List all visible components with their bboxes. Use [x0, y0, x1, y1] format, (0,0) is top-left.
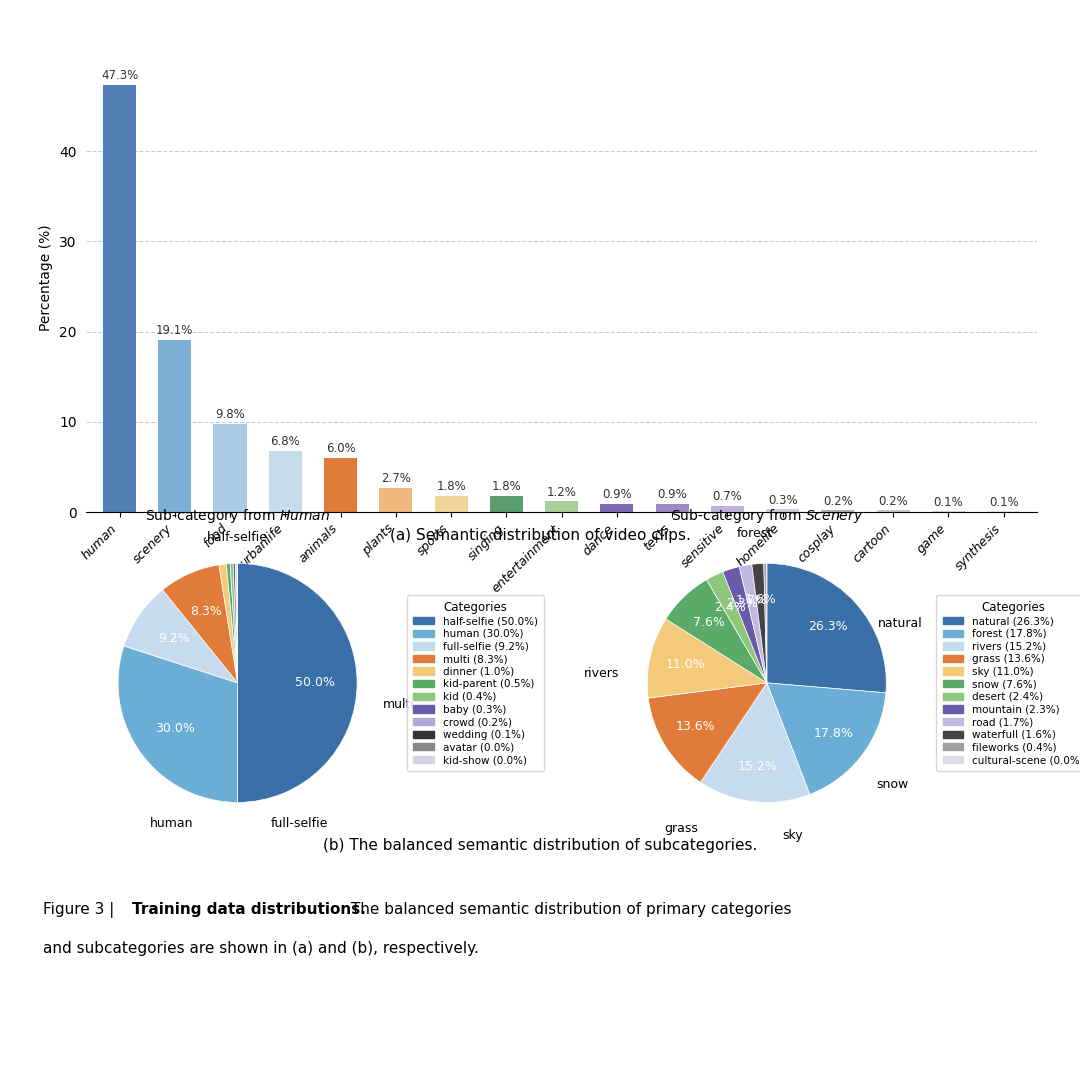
- Legend: half-selfie (50.0%), human (30.0%), full-selfie (9.2%), multi (8.3%), dinner (1.: half-selfie (50.0%), human (30.0%), full…: [407, 594, 544, 771]
- Text: 8.3%: 8.3%: [190, 605, 222, 619]
- Title: Sub-category from $\it{Human}$: Sub-category from $\it{Human}$: [145, 507, 330, 525]
- Bar: [711, 506, 744, 512]
- Text: 0.7%: 0.7%: [713, 490, 742, 504]
- Text: 15.2%: 15.2%: [738, 760, 778, 773]
- Wedge shape: [648, 683, 767, 782]
- Text: 7.6%: 7.6%: [692, 616, 725, 630]
- Text: 1.7%: 1.7%: [735, 594, 768, 607]
- Text: 0.2%: 0.2%: [878, 495, 908, 508]
- Bar: [214, 424, 246, 512]
- Wedge shape: [163, 564, 238, 683]
- Bar: [877, 510, 909, 512]
- Text: 47.3%: 47.3%: [100, 69, 138, 82]
- Text: natural: natural: [878, 617, 923, 630]
- Bar: [821, 510, 854, 512]
- Text: 1.8%: 1.8%: [491, 480, 522, 493]
- Text: 13.6%: 13.6%: [676, 720, 716, 733]
- Wedge shape: [238, 563, 357, 802]
- Text: 1.8%: 1.8%: [436, 480, 465, 493]
- Text: 6.8%: 6.8%: [270, 435, 300, 448]
- Wedge shape: [764, 563, 767, 683]
- Text: human: human: [150, 817, 193, 830]
- Text: Training data distributions.: Training data distributions.: [132, 902, 366, 917]
- Text: The balanced semantic distribution of primary categories: The balanced semantic distribution of pr…: [346, 902, 791, 917]
- Text: (a) Semantic distribution of video clips.: (a) Semantic distribution of video clips…: [390, 528, 690, 543]
- Text: 1.6%: 1.6%: [744, 593, 777, 606]
- Wedge shape: [752, 563, 767, 683]
- Text: 2.4%: 2.4%: [714, 601, 746, 615]
- Bar: [103, 85, 136, 512]
- Bar: [379, 488, 413, 512]
- Bar: [656, 504, 689, 512]
- Text: 2.7%: 2.7%: [381, 472, 410, 485]
- Text: 0.2%: 0.2%: [823, 495, 853, 508]
- Text: Figure 3 |: Figure 3 |: [43, 902, 120, 918]
- Wedge shape: [235, 563, 238, 683]
- Bar: [489, 496, 523, 512]
- Wedge shape: [118, 646, 238, 802]
- Wedge shape: [706, 572, 767, 683]
- Text: (b) The balanced semantic distribution of subcategories.: (b) The balanced semantic distribution o…: [323, 838, 757, 853]
- Wedge shape: [767, 563, 887, 692]
- Text: sky: sky: [783, 829, 804, 842]
- Wedge shape: [219, 563, 238, 683]
- Text: snow: snow: [876, 778, 908, 791]
- Text: rivers: rivers: [584, 667, 620, 680]
- Text: 6.0%: 6.0%: [326, 443, 355, 456]
- Text: 50.0%: 50.0%: [295, 676, 335, 689]
- Bar: [324, 458, 357, 512]
- Title: Sub-category from $\it{Scenery}$: Sub-category from $\it{Scenery}$: [671, 507, 863, 525]
- Text: 0.9%: 0.9%: [602, 489, 632, 501]
- Text: half-selfie: half-selfie: [207, 530, 268, 543]
- Legend: natural (26.3%), forest (17.8%), rivers (15.2%), grass (13.6%), sky (11.0%), sno: natural (26.3%), forest (17.8%), rivers …: [936, 594, 1080, 771]
- Text: and subcategories are shown in (a) and (b), respectively.: and subcategories are shown in (a) and (…: [43, 941, 480, 956]
- Wedge shape: [230, 563, 238, 683]
- Wedge shape: [739, 564, 767, 683]
- Text: 0.1%: 0.1%: [989, 495, 1018, 509]
- Text: 2.3%: 2.3%: [726, 596, 757, 609]
- Text: 0.9%: 0.9%: [658, 489, 687, 501]
- Text: 0.1%: 0.1%: [933, 495, 963, 509]
- Text: forest: forest: [737, 527, 773, 540]
- Text: 1.2%: 1.2%: [546, 485, 577, 498]
- Wedge shape: [701, 683, 810, 802]
- Text: grass: grass: [664, 823, 698, 835]
- Wedge shape: [723, 567, 767, 683]
- Wedge shape: [124, 590, 238, 683]
- Bar: [159, 339, 191, 512]
- Text: 9.2%: 9.2%: [158, 633, 189, 646]
- Bar: [766, 509, 799, 512]
- Bar: [545, 501, 578, 512]
- Wedge shape: [227, 563, 238, 683]
- Text: 11.0%: 11.0%: [665, 658, 705, 671]
- Bar: [434, 496, 468, 512]
- Text: multi: multi: [383, 698, 415, 711]
- Text: 19.1%: 19.1%: [157, 324, 193, 337]
- Wedge shape: [666, 579, 767, 683]
- Text: full-selfie: full-selfie: [271, 817, 328, 830]
- Wedge shape: [647, 619, 767, 698]
- Text: 26.3%: 26.3%: [809, 620, 848, 633]
- Wedge shape: [233, 563, 238, 683]
- Y-axis label: Percentage (%): Percentage (%): [40, 224, 54, 331]
- Wedge shape: [767, 683, 886, 795]
- Text: 9.8%: 9.8%: [215, 408, 245, 421]
- Bar: [269, 450, 302, 512]
- Bar: [600, 504, 634, 512]
- Text: 17.8%: 17.8%: [814, 727, 853, 739]
- Text: 0.3%: 0.3%: [768, 494, 797, 507]
- Text: 30.0%: 30.0%: [154, 722, 194, 735]
